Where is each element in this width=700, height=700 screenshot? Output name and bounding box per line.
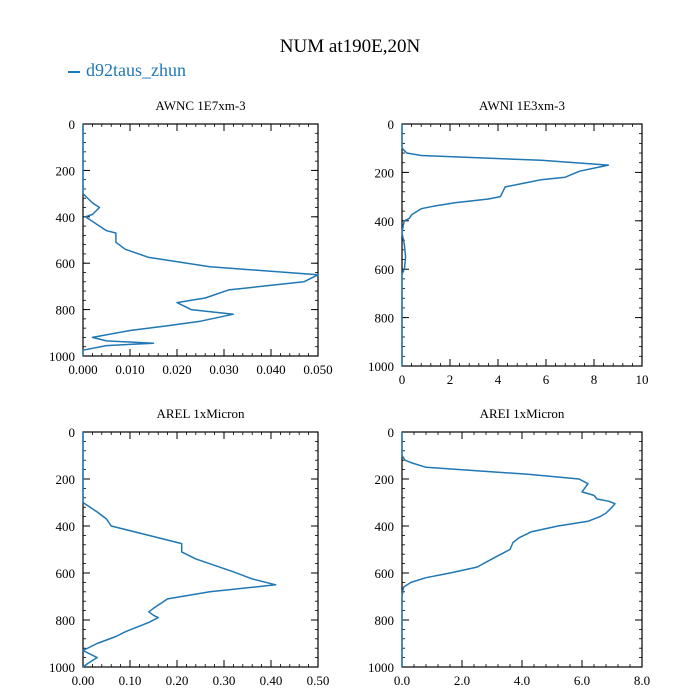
y-tick-label: 600 (56, 566, 76, 581)
x-tick-label: 0.20 (166, 673, 189, 688)
panel-2: AWNI 1E3xm-3 0 2 4 6 8 10 0 200 400 600 800 1000 (368, 98, 649, 387)
x-tick-label: 0.030 (209, 362, 238, 377)
y-tick-label: 0 (69, 117, 76, 132)
x-tick-label: 0.020 (162, 362, 191, 377)
y-tick-label: 0 (388, 117, 395, 132)
series-line (401, 124, 610, 366)
x-tick-label: 4.0 (514, 673, 530, 688)
y-tick-label: 400 (375, 214, 395, 229)
y-tick-label: 1000 (368, 359, 394, 374)
x-tick-label: 0.00 (72, 673, 95, 688)
y-tick-label: 400 (375, 519, 395, 534)
x-tick-label: 0.040 (256, 362, 285, 377)
panel-title: AREL 1xMicron (157, 406, 245, 421)
series-line (401, 432, 616, 667)
legend-line-icon (68, 70, 80, 73)
y-tick-label: 1000 (49, 660, 75, 675)
series-line (82, 124, 319, 356)
x-tick-label: 8 (591, 372, 598, 387)
x-tick-label: 0.0 (394, 673, 410, 688)
x-tick-label: 0.10 (119, 673, 142, 688)
y-tick-label: 600 (375, 566, 395, 581)
y-tick-label: 800 (56, 303, 76, 318)
panel-3: AREL 1xMicron 0.00 0.10 0.20 0.30 0.40 0.50 0 20… (49, 406, 329, 688)
x-tick-label: 6.0 (574, 673, 590, 688)
series-line (82, 432, 277, 668)
plot-frame (82, 123, 319, 357)
y-tick-label: 1000 (368, 660, 394, 675)
y-tick-label: 400 (56, 519, 76, 534)
x-tick-label: 0.050 (303, 362, 332, 377)
x-tick-label: 2.0 (454, 673, 470, 688)
plot-frame (82, 431, 319, 668)
y-tick-label: 200 (375, 165, 395, 180)
x-tick-label: 10 (636, 372, 649, 387)
panel-1: AWNC 1E7xm-3 0.000 0.010 0.020 0.030 0.040 0.0… (49, 98, 333, 377)
panel-title: AWNI 1E3xm-3 (479, 98, 565, 113)
y-tick-label: 200 (56, 163, 76, 178)
panel-title: AREI 1xMicron (480, 406, 565, 421)
y-tick-label: 200 (56, 472, 76, 487)
x-tick-label: 6 (543, 372, 550, 387)
y-tick-label: 800 (56, 613, 76, 628)
legend-label: d92taus_zhun (86, 60, 186, 80)
y-tick-label: 800 (375, 613, 395, 628)
plot-frame (401, 123, 643, 367)
x-tick-label: 0.000 (68, 362, 97, 377)
y-tick-label: 400 (56, 210, 76, 225)
y-tick-label: 800 (375, 311, 395, 326)
x-tick-label: 4 (495, 372, 502, 387)
page-title: NUM at190E,20N (279, 36, 421, 57)
y-tick-label: 1000 (49, 349, 75, 364)
x-tick-label: 2 (447, 372, 454, 387)
y-tick-label: 0 (69, 425, 76, 440)
x-tick-label: 8.0 (634, 673, 650, 688)
legend: d92taus_zhun (68, 60, 186, 81)
x-tick-label: 0.30 (213, 673, 236, 688)
x-tick-label: 0.010 (115, 362, 144, 377)
y-tick-label: 200 (375, 472, 395, 487)
x-tick-label: 0.50 (307, 673, 330, 688)
panel-title: AWNC 1E7xm-3 (155, 98, 245, 113)
panel-4: AREI 1xMicron 0.0 2.0 4.0 6.0 8.0 0 200 400 600 80… (368, 406, 650, 688)
x-tick-label: 0 (399, 372, 406, 387)
x-tick-label: 0.40 (260, 673, 283, 688)
y-tick-label: 0 (388, 425, 395, 440)
plot-frame (401, 431, 643, 668)
y-tick-label: 600 (56, 256, 76, 271)
y-tick-label: 600 (375, 262, 395, 277)
